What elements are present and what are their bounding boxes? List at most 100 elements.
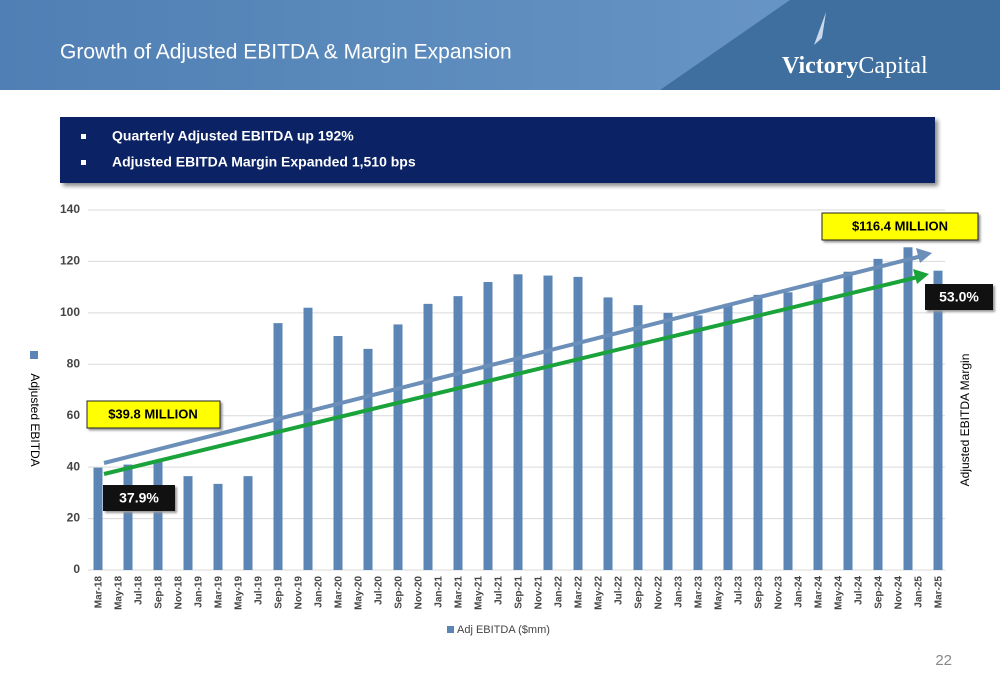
bar (483, 282, 493, 570)
annotation: 37.9% (119, 490, 159, 506)
annotation-box (925, 284, 993, 310)
x-tick-label: Jan-24 (794, 576, 805, 608)
y2-axis-label: Adjusted EBITDA Margin (958, 354, 972, 487)
logo-suffix: Capital (858, 53, 928, 79)
y-tick-label: 40 (67, 459, 81, 473)
x-tick-label: Jul-22 (614, 576, 625, 605)
logo: VictoryCapital (782, 53, 928, 79)
x-tick-label: May-22 (594, 576, 605, 610)
y-tick-label: 140 (60, 202, 80, 216)
bar (663, 312, 673, 570)
annotation-box (86, 400, 221, 429)
bar (783, 292, 793, 570)
header-accent (660, 0, 1000, 90)
x-tick-label: Jul-18 (134, 576, 145, 605)
x-tick-label: Nov-21 (534, 576, 545, 610)
x-tick-label: Mar-23 (694, 576, 705, 609)
x-tick-label: Mar-18 (94, 576, 105, 609)
x-tick-label: Mar-22 (574, 576, 585, 609)
x-tick-label: Nov-18 (174, 576, 185, 610)
bar (243, 476, 253, 570)
bullet-box (60, 117, 935, 183)
x-tick-label: May-21 (474, 576, 485, 610)
bar (93, 467, 103, 570)
bar (273, 323, 283, 570)
x-tick-label: Jul-20 (374, 576, 385, 605)
x-tick-label: Nov-23 (774, 576, 785, 610)
bar (693, 315, 703, 570)
x-tick-label: Nov-22 (654, 576, 665, 610)
bar (453, 296, 463, 570)
y-tick-label: 60 (67, 408, 81, 422)
x-tick-label: Jul-23 (734, 576, 745, 605)
x-tick-label: Mar-21 (454, 576, 465, 609)
trend-arrowhead (913, 269, 929, 284)
x-tick-label: May-19 (234, 576, 245, 610)
x-tick-label: Jul-19 (254, 576, 265, 605)
bar (903, 247, 913, 571)
page-number: 22 (935, 652, 952, 669)
trend-arrow (103, 254, 923, 465)
y-tick-label: 20 (67, 511, 81, 525)
legend-key (447, 626, 454, 633)
logo-mark (814, 12, 826, 45)
x-tick-label: Mar-20 (334, 576, 345, 609)
title: Growth of Adjusted EBITDA & Margin Expan… (60, 41, 512, 64)
x-tick-label: Jul-21 (494, 576, 505, 605)
plot: 0 20 40 60 80 100 120 140 Mar-18 May-18 Jul-18 Sep-… (60, 202, 945, 610)
bar (363, 348, 373, 570)
x-tick-label: Jul-24 (854, 576, 865, 605)
x-tick-label: Sep-23 (754, 576, 765, 609)
x-tick-label: Nov-19 (294, 576, 305, 610)
x-tick-label: Sep-24 (874, 576, 885, 609)
x-tick-label: Jan-25 (914, 576, 925, 608)
y-tick-label: 120 (60, 254, 80, 268)
bar (573, 276, 583, 570)
annotation-box (821, 212, 979, 241)
bullet-marker (81, 134, 86, 139)
bullet-marker (81, 160, 86, 165)
logo-text: Victory (782, 53, 858, 79)
y-tick-label: 0 (73, 562, 80, 576)
x-tick-label: Jan-20 (314, 576, 325, 608)
x-tick-label: Sep-20 (394, 576, 405, 609)
trend-arrowhead (916, 248, 932, 263)
x-tick-label: Nov-24 (894, 576, 905, 610)
x-tick-label: Jan-23 (674, 576, 685, 608)
axis-key (30, 351, 38, 359)
bar (723, 303, 733, 570)
x-tick-label: Jan-21 (434, 576, 445, 608)
x-tick-label: Sep-22 (634, 576, 645, 609)
bullet: Adjusted EBITDA Margin Expanded 1,510 bp… (112, 154, 416, 170)
bar (303, 307, 313, 570)
x-tick-label: May-24 (834, 576, 845, 610)
annotation: $116.4 MILLION (852, 218, 948, 233)
x-tick-label: Sep-21 (514, 576, 525, 609)
legend-label: Adj EBITDA ($mm) (457, 624, 550, 636)
bar (213, 483, 223, 570)
bar (933, 270, 943, 570)
x-tick-label: Sep-19 (274, 576, 285, 609)
y-tick-label: 100 (60, 305, 80, 319)
trend-arrow (103, 275, 919, 476)
bar (123, 464, 133, 570)
bar (543, 275, 553, 570)
bar (813, 282, 823, 570)
bullet: Quarterly Adjusted EBITDA up 192% (112, 128, 354, 144)
bar (513, 274, 523, 570)
x-tick-label: May-23 (714, 576, 725, 610)
bar (153, 462, 163, 570)
x-tick-label: Jan-19 (194, 576, 205, 608)
annotation-box (103, 485, 175, 511)
bar (843, 271, 853, 570)
x-tick-label: May-20 (354, 576, 365, 610)
bar (633, 305, 643, 570)
bar (333, 336, 343, 570)
x-tick-label: May-18 (114, 576, 125, 610)
bar (873, 258, 883, 570)
bar (603, 297, 613, 570)
bar (753, 294, 763, 570)
annotation: $39.8 MILLION (108, 406, 198, 421)
